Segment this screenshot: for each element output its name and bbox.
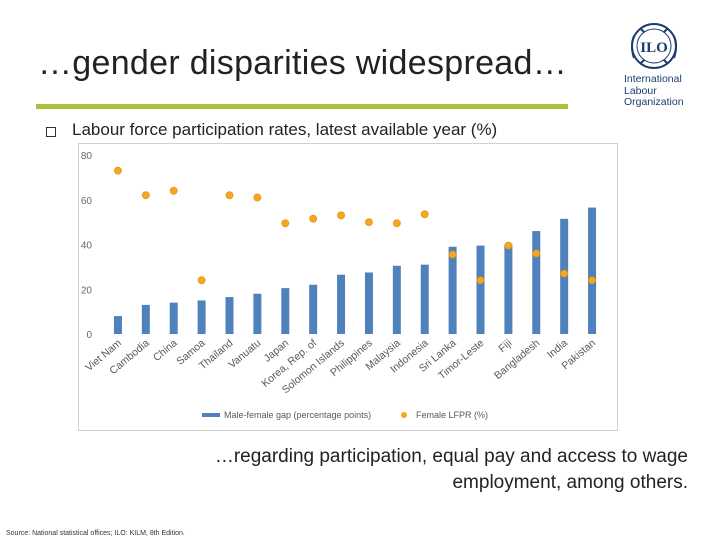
gap-bar: [169, 302, 178, 334]
female-lfpr-marker: [560, 269, 569, 278]
gap-bar: [281, 288, 290, 334]
logo-acronym: ILO: [640, 40, 668, 56]
category-label: Fiji: [496, 337, 514, 355]
female-lfpr-marker: [114, 166, 122, 175]
gap-bar: [197, 300, 206, 334]
gap-bar: [448, 246, 457, 334]
slide-title: …gender disparities widespread…: [38, 44, 568, 82]
female-lfpr-marker: [392, 219, 401, 228]
chart-frame: [78, 143, 618, 431]
gap-bar: [225, 297, 234, 334]
logo-name-line2: Labour: [624, 84, 657, 97]
y-tick-label: 80: [81, 151, 93, 162]
gap-bar: [253, 293, 262, 334]
female-lfpr-marker: [504, 241, 513, 250]
gap-bar: [588, 207, 597, 334]
title-divider: [36, 104, 568, 109]
bullet-box-icon: [46, 127, 56, 137]
gap-bar: [532, 231, 541, 334]
legend-marker-label: Female LFPR (%): [416, 410, 488, 420]
gap-bar: [364, 272, 373, 334]
gap-bar: [420, 264, 429, 334]
female-lfpr-marker: [225, 191, 234, 200]
ilo-emblem-icon: ILO: [631, 23, 677, 69]
legend-marker-swatch: [401, 412, 407, 418]
legend-bar-swatch: [202, 413, 220, 417]
female-lfpr-marker: [141, 191, 150, 200]
female-lfpr-marker: [309, 214, 318, 223]
female-lfpr-marker: [365, 218, 373, 227]
y-tick-label: 20: [81, 285, 93, 296]
female-lfpr-marker: [169, 186, 178, 195]
legend-bar-label: Male-female gap (percentage points): [224, 410, 371, 420]
gap-bar: [476, 245, 485, 334]
y-tick-label: 40: [81, 241, 93, 252]
female-lfpr-marker: [197, 276, 206, 285]
y-tick-label: 0: [86, 330, 92, 341]
female-lfpr-marker: [281, 219, 290, 228]
female-lfpr-marker: [448, 250, 457, 259]
gap-bar: [141, 304, 150, 334]
source-note: Source: National statistical offices; IL…: [6, 530, 185, 537]
female-lfpr-marker: [476, 276, 485, 285]
gap-bar: [337, 274, 346, 334]
slide-caption: …regarding participation, equal pay and …: [215, 444, 688, 496]
gap-bar: [113, 316, 122, 334]
logo-name-line3: Organization: [624, 96, 684, 108]
female-lfpr-marker: [337, 211, 345, 220]
female-lfpr-marker: [253, 193, 262, 202]
logo-name: International Labour Organization: [624, 73, 684, 109]
female-lfpr-marker: [532, 249, 541, 258]
y-tick-label: 60: [81, 196, 93, 207]
female-lfpr-marker: [420, 210, 429, 219]
caption-line2: employment, among others.: [452, 472, 688, 493]
female-lfpr-marker: [588, 276, 596, 285]
gap-bar: [392, 265, 401, 334]
gap-bar: [504, 244, 513, 334]
gap-bar: [309, 284, 318, 334]
chart-subtitle: Labour force participation rates, latest…: [72, 120, 498, 139]
logo-name-line1: International: [624, 73, 682, 85]
caption-line1: …regarding participation, equal pay and …: [214, 446, 688, 467]
